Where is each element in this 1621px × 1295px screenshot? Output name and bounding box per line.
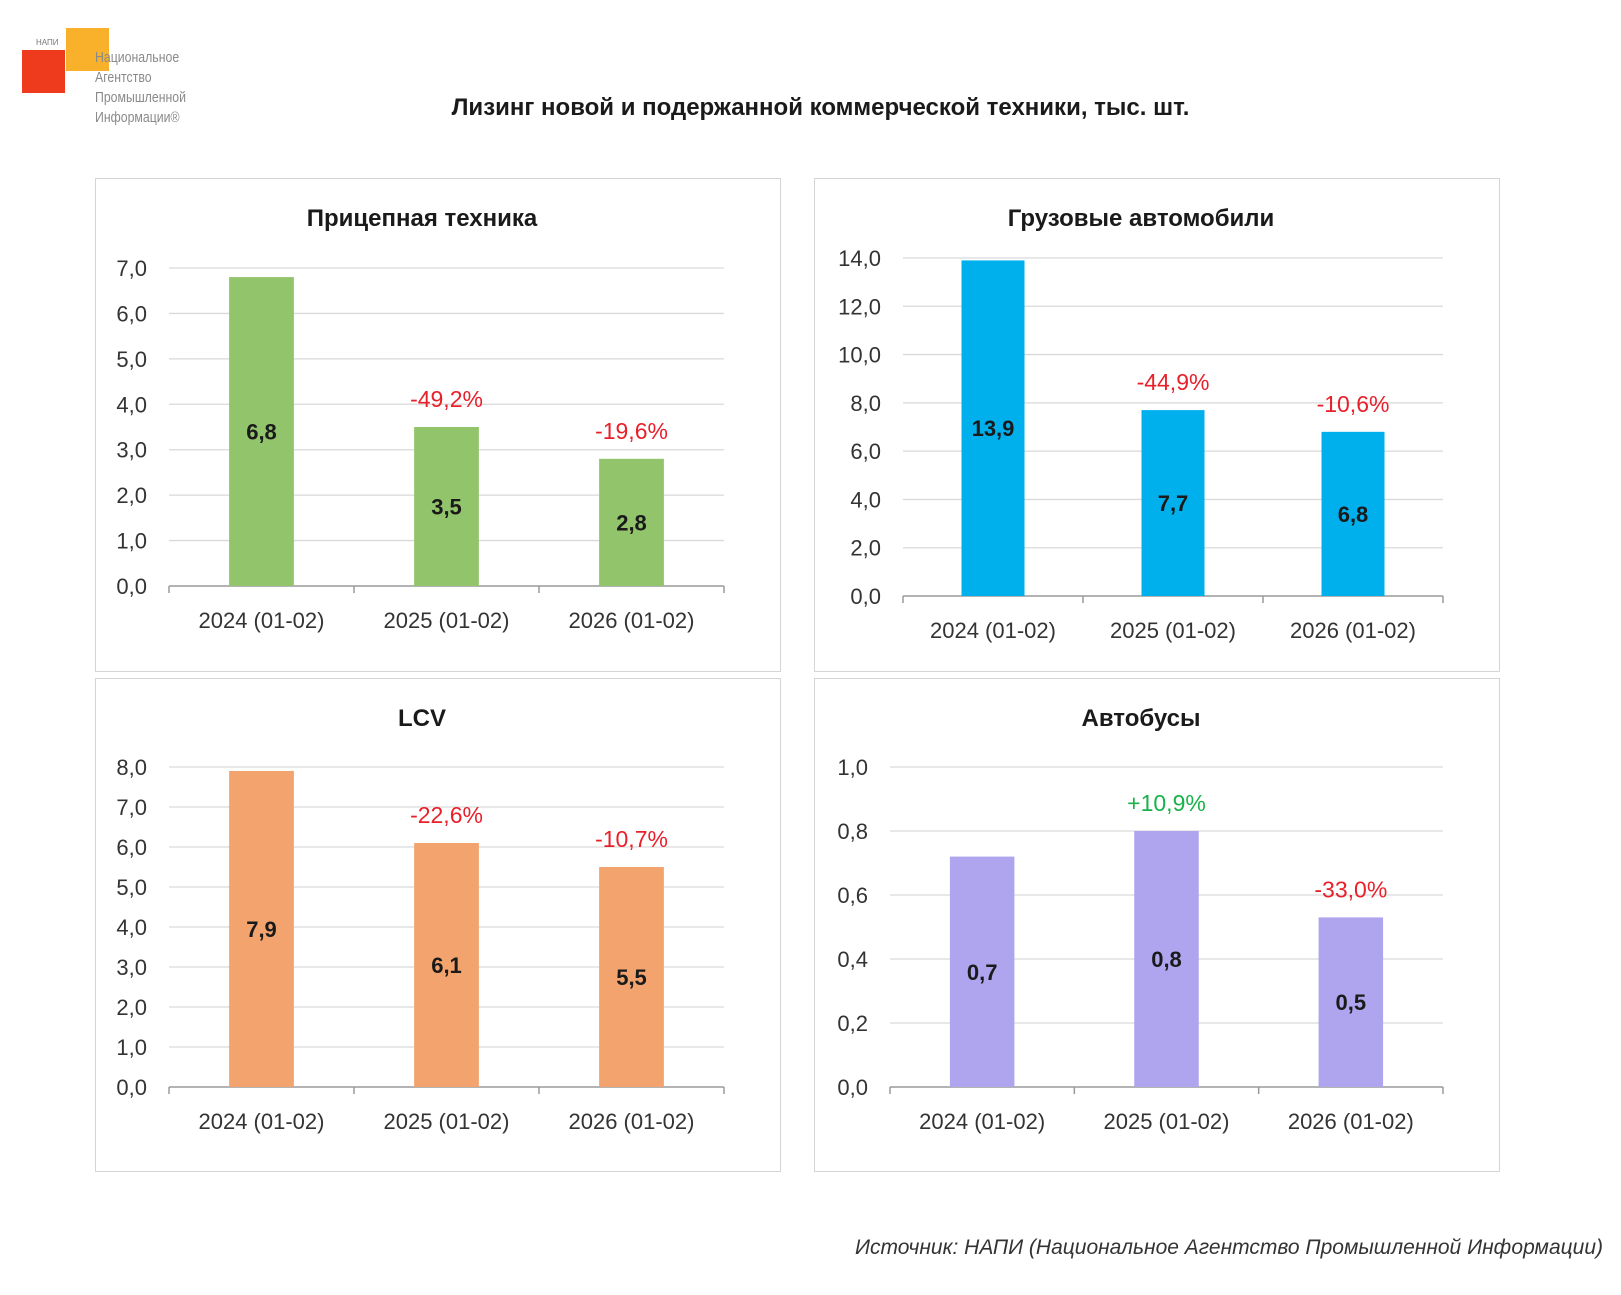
bar [229,277,294,586]
bar [1318,917,1384,1087]
y-tick-label: 1,0 [116,1035,147,1060]
bar [599,867,664,1087]
y-tick-label: 12,0 [838,294,881,319]
y-tick-label: 5,0 [116,875,147,900]
logo-text: Национальное Агентство Промышленной Инфо… [95,48,186,128]
bar [414,427,479,586]
chart-svg: Грузовые автомобили 0,0 2,0 4,0 6,0 8,0 10,0 12… [838,205,1444,643]
change-label: -44,9% [1137,369,1210,395]
change-label: -19,6% [595,418,668,444]
bar [949,856,1015,1087]
bar [599,458,664,586]
chart-title: Грузовые автомобили [1008,205,1275,232]
y-tick-label: 6,0 [116,301,147,326]
y-tick-label: 8,0 [850,391,881,416]
bar [229,771,294,1087]
x-category-label: 2025 (01-02) [384,1109,510,1134]
chart-svg: Прицепная техника 0,0 1,0 2,0 3,0 4,0 5,0 6,0 7,… [116,205,725,633]
change-label: -22,6% [410,802,483,828]
logo-small-text: НАПИ [36,38,59,47]
y-tick-label: 0,0 [837,1075,868,1100]
y-tick-label: 0,6 [837,883,868,908]
y-tick-label: 7,0 [116,795,147,820]
logo-line: Промышленной [95,89,187,106]
bar-value-label: 6,8 [1338,502,1369,527]
bar-value-label: 7,7 [1158,491,1189,516]
bar-value-label: 0,5 [1336,990,1367,1015]
x-category-label: 2026 (01-02) [1290,618,1416,643]
bar-value-label: 6,8 [246,420,277,445]
y-tick-label: 3,0 [116,955,147,980]
x-category-label: 2024 (01-02) [930,618,1056,643]
bar-value-label: 2,8 [616,510,647,535]
y-tick-label: 1,0 [837,755,868,780]
y-tick-label: 4,0 [116,392,147,417]
change-label: +10,9% [1127,790,1206,816]
bar-value-label: 13,9 [972,416,1015,441]
x-category-label: 2026 (01-02) [569,608,695,633]
logo-yellow-square [66,28,109,71]
x-category-label: 2024 (01-02) [919,1109,1045,1134]
x-category-label: 2024 (01-02) [199,1109,325,1134]
chart-panel-trucks: Грузовые автомобили 0,0 2,0 4,0 6,0 8,0 10,0 12… [814,178,1500,672]
y-tick-label: 7,0 [116,256,147,281]
napi-logo: НАПИ Национальное Агентство Промышленной… [22,28,212,138]
page-title: Лизинг новой и подержанной коммерческой … [451,94,1190,121]
y-tick-label: 1,0 [116,529,147,554]
y-tick-label: 4,0 [850,487,881,512]
chart-svg: Автобусы 0,0 0,2 0,4 0,6 0,8 1,0 0,7 2024 (01-02… [837,705,1444,1134]
bar-value-label: 5,5 [616,965,647,990]
x-category-label: 2026 (01-02) [569,1109,695,1134]
x-category-label: 2024 (01-02) [199,608,325,633]
bar [414,843,479,1087]
bar-value-label: 7,9 [246,917,277,942]
x-category-label: 2025 (01-02) [1110,618,1236,643]
bar-value-label: 3,5 [431,495,462,520]
logo-line: Информации® [95,109,180,126]
bar-value-label: 6,1 [431,953,462,978]
change-label: -49,2% [410,386,483,412]
chart-svg: LCV 0,0 1,0 2,0 3,0 4,0 5,0 6,0 7,0 8,0 7,9 2024 (0… [116,705,725,1134]
y-tick-label: 6,0 [850,439,881,464]
chart-title: Автобусы [1082,705,1201,732]
y-tick-label: 6,0 [116,835,147,860]
y-tick-label: 3,0 [116,438,147,463]
change-label: -10,6% [1317,391,1390,417]
y-tick-label: 0,0 [850,584,881,609]
x-category-label: 2025 (01-02) [1104,1109,1230,1134]
logo-line: Агентство [95,69,152,86]
chart-title: Прицепная техника [307,205,538,232]
chart-panel-lcv: LCV 0,0 1,0 2,0 3,0 4,0 5,0 6,0 7,0 8,0 7,9 2024 (0… [95,678,781,1172]
y-tick-label: 10,0 [838,343,881,368]
bar [1141,410,1205,596]
bar [961,260,1025,596]
y-tick-label: 5,0 [116,347,147,372]
change-label: -10,7% [595,826,668,852]
change-label: -33,0% [1314,876,1387,902]
x-category-label: 2025 (01-02) [384,608,510,633]
y-tick-label: 2,0 [116,483,147,508]
bar [1134,831,1199,1087]
y-tick-label: 0,0 [116,1075,147,1100]
y-tick-label: 0,2 [837,1011,868,1036]
y-tick-label: 0,8 [837,819,868,844]
bar-value-label: 0,8 [1151,947,1182,972]
y-tick-label: 8,0 [116,755,147,780]
y-tick-label: 0,4 [837,947,868,972]
logo-line: Национальное [95,49,180,66]
y-tick-label: 4,0 [116,915,147,940]
y-tick-label: 14,0 [838,246,881,271]
y-tick-label: 2,0 [850,536,881,561]
chart-panel-buses: Автобусы 0,0 0,2 0,4 0,6 0,8 1,0 0,7 2024 (01-02… [814,678,1500,1172]
y-tick-label: 0,0 [116,574,147,599]
chart-title: LCV [398,705,446,732]
logo-red-square [22,50,65,93]
source-note: Источник: НАПИ (Национальное Агентство П… [854,1236,1603,1259]
x-category-label: 2026 (01-02) [1288,1109,1414,1134]
chart-panel-trailers: Прицепная техника 0,0 1,0 2,0 3,0 4,0 5,0 6,0 7,… [95,178,781,672]
bar [1321,431,1385,596]
y-tick-label: 2,0 [116,995,147,1020]
bar-value-label: 0,7 [967,960,998,985]
